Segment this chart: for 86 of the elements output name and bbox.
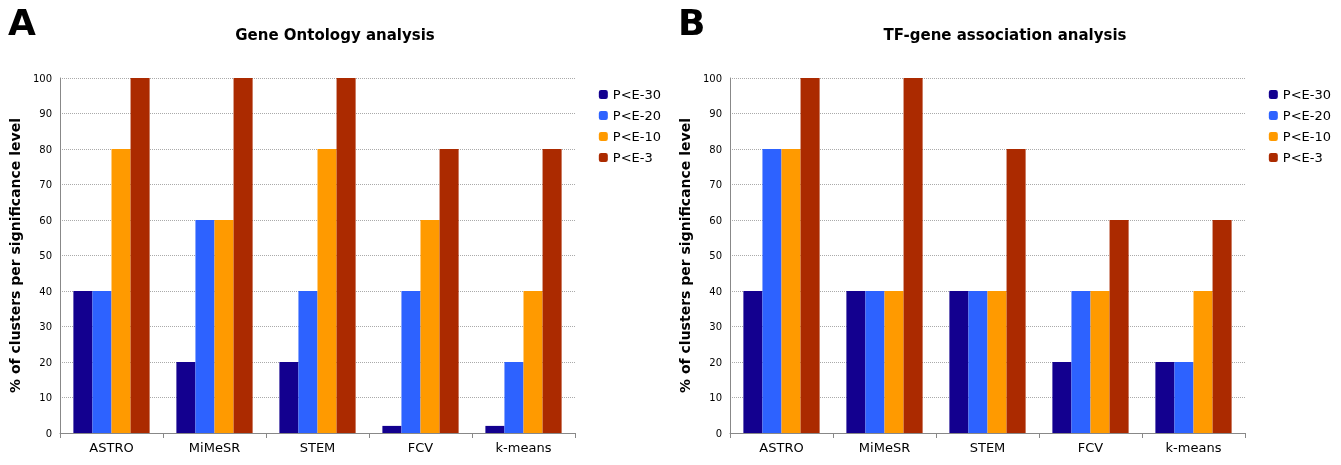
legend-label: P<E-3 <box>1282 150 1323 165</box>
bar <box>130 78 150 433</box>
x-tick-label: MiMeSR <box>188 440 241 455</box>
bar <box>1193 291 1213 433</box>
bar <box>504 362 524 433</box>
bar <box>485 425 505 433</box>
bar <box>176 362 196 433</box>
y-tick-label: 30 <box>39 321 52 332</box>
bar <box>903 78 923 433</box>
bar <box>1071 291 1091 433</box>
bar <box>233 78 253 433</box>
bar <box>1109 220 1129 433</box>
y-tick-label: 20 <box>709 356 722 368</box>
bar <box>1212 220 1232 433</box>
x-tick-label: STEM <box>299 440 336 455</box>
bar <box>865 291 885 433</box>
y-tick-label: 20 <box>39 356 52 368</box>
y-tick-label: 40 <box>709 285 722 297</box>
bar <box>743 291 763 433</box>
bar <box>1090 291 1110 433</box>
bar <box>1155 362 1175 433</box>
bar <box>800 78 820 433</box>
x-tick-label: MiMeSR <box>858 440 911 455</box>
bar <box>439 149 459 433</box>
bar <box>382 425 402 433</box>
bar <box>1174 362 1194 433</box>
y-tick-label: 10 <box>39 392 52 403</box>
x-tick-label: ASTRO <box>759 440 804 455</box>
legend-label: P<E-20 <box>612 108 662 123</box>
bar <box>111 149 131 433</box>
bar <box>949 291 969 433</box>
legend-label: P<E-30 <box>1282 87 1332 102</box>
x-tick-label: FCV <box>407 440 434 455</box>
bar <box>92 291 112 433</box>
bar <box>214 220 234 433</box>
x-tick-label: STEM <box>969 440 1006 455</box>
legend-label: P<E-3 <box>612 150 653 165</box>
bar <box>195 220 215 433</box>
bar <box>846 291 866 433</box>
bar <box>781 149 801 433</box>
legend-label: P<E-10 <box>1282 129 1332 144</box>
bar <box>762 149 782 433</box>
y-tick-label: 70 <box>709 179 722 190</box>
y-tick-label: 60 <box>39 214 52 226</box>
text: B <box>678 1 706 43</box>
x-tick-label: ASTRO <box>89 440 134 455</box>
y-tick-label: 40 <box>39 285 52 297</box>
x-tick-label: k-means <box>495 440 552 455</box>
chart-title: TF-gene association analysis <box>883 25 1127 44</box>
y-tick-label: 80 <box>709 143 722 155</box>
bar <box>336 78 356 433</box>
bar <box>317 149 337 433</box>
bar <box>1052 362 1072 433</box>
y-tick-label: 90 <box>39 108 52 119</box>
y-tick-label: 70 <box>39 179 52 190</box>
y-tick-label: 100 <box>32 72 52 84</box>
y-tick-label: 0 <box>715 427 722 439</box>
bar <box>298 291 318 433</box>
x-tick-label: FCV <box>1077 440 1104 455</box>
bar <box>523 291 543 433</box>
y-tick-label: 10 <box>709 392 722 403</box>
x-tick-label: k-means <box>1165 440 1222 455</box>
y-tick-label: 50 <box>39 250 52 261</box>
text: A <box>8 1 36 43</box>
bar <box>1006 149 1026 433</box>
legend-label: P<E-10 <box>612 129 662 144</box>
bar <box>987 291 1007 433</box>
bar <box>542 149 562 433</box>
y-tick-label: 30 <box>709 321 722 332</box>
y-tick-label: 0 <box>45 427 52 439</box>
chart-title: Gene Ontology analysis <box>235 25 435 44</box>
bar <box>420 220 440 433</box>
y-tick-label: 80 <box>39 143 52 155</box>
y-tick-label: 60 <box>709 214 722 226</box>
legend-label: P<E-20 <box>1282 108 1332 123</box>
y-tick-label: 50 <box>709 250 722 261</box>
bar <box>401 291 421 433</box>
bar <box>279 362 299 433</box>
bar <box>884 291 904 433</box>
legend-label: P<E-30 <box>612 87 662 102</box>
y-tick-label: 100 <box>702 72 722 84</box>
bar <box>968 291 988 433</box>
y-axis-title: % of clusters per significance level <box>677 118 694 393</box>
bar <box>73 291 93 433</box>
y-tick-label: 90 <box>709 108 722 119</box>
y-axis-title: % of clusters per significance level <box>7 118 24 393</box>
